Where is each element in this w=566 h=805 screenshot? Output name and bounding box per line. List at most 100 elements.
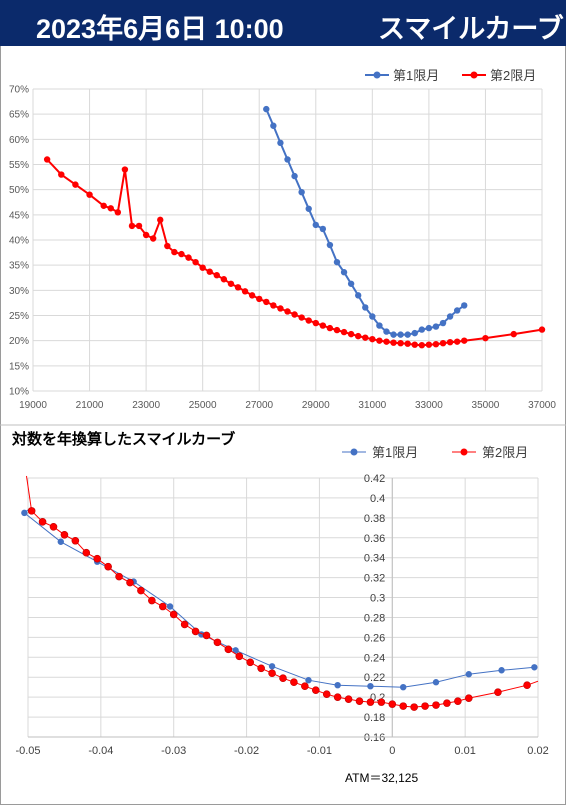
- series-2-point: [114, 209, 122, 216]
- series-1-point: [333, 258, 341, 266]
- series-2-point: [290, 678, 298, 687]
- series-2-point: [82, 548, 91, 557]
- series-1-point: [383, 328, 390, 335]
- legend-marker: [350, 448, 358, 456]
- y-tick-label: 65%: [9, 110, 29, 121]
- series-2-point: [126, 578, 134, 587]
- series-2-point: [256, 295, 263, 303]
- series-1-point: [305, 677, 312, 684]
- legend-label: 第1限月: [393, 68, 439, 83]
- x-tick-label: -0.02: [234, 745, 259, 757]
- series-2-point: [58, 171, 65, 178]
- series-2-point: [148, 596, 156, 605]
- series-2-point: [284, 308, 291, 315]
- y-tick-label: 55%: [9, 160, 29, 171]
- series-2-point: [319, 322, 327, 329]
- series-1-point: [425, 324, 433, 332]
- series-2-point: [399, 702, 408, 710]
- series-2-point: [202, 631, 211, 640]
- series-1-point: [232, 647, 239, 654]
- series-2-point: [322, 690, 331, 698]
- legend-label: 第2限月: [490, 68, 536, 83]
- series-2-point: [411, 341, 418, 348]
- series-2-point: [453, 338, 461, 345]
- series-1-point: [21, 509, 28, 517]
- series-1-point: [446, 313, 454, 320]
- series-2-point: [135, 222, 143, 230]
- series-1-point: [397, 331, 404, 338]
- series-2-point: [464, 694, 473, 702]
- atm-annotation: ATM＝32,125: [345, 771, 418, 785]
- series-2-point: [333, 693, 342, 701]
- series-2-point: [60, 530, 69, 539]
- y-tick-label: 0.42: [364, 473, 385, 485]
- series-2-point: [446, 338, 454, 346]
- series-1-point: [418, 326, 426, 333]
- series-2-point: [185, 254, 192, 261]
- series-2-point: [192, 258, 199, 266]
- x-tick-label: 31000: [358, 400, 386, 411]
- series-2-point: [425, 341, 433, 348]
- series-2-point: [213, 272, 221, 279]
- series-line-1: [265, 108, 465, 336]
- series-1-point: [439, 319, 447, 327]
- y-tick-label: 20%: [9, 336, 29, 347]
- smile-curve-chart: 10% 15% 20% 25% 30% 35% 40% 45% 50% 55% 60% 65% 70% 1…: [9, 68, 556, 411]
- legend-label: 第1限月: [372, 445, 418, 460]
- series-2-point: [191, 627, 200, 636]
- series-1-point: [263, 105, 270, 113]
- series-2-point: [43, 156, 51, 163]
- series-2-point: [115, 572, 123, 581]
- y-tick-label: 0.28: [364, 612, 385, 624]
- chart-title: 対数を年換算したスマイルカーブ: [11, 430, 235, 448]
- legend-marker: [460, 448, 468, 456]
- series-2-point: [377, 698, 386, 706]
- series-2-point: [137, 586, 145, 595]
- series-2-point: [461, 337, 468, 344]
- series-2-point: [164, 242, 171, 250]
- series-1-point: [312, 221, 319, 229]
- series-1-point: [166, 603, 174, 610]
- series-2-point: [169, 610, 178, 619]
- series-2-point: [71, 536, 80, 545]
- series-2-point: [121, 166, 129, 173]
- series-2-point: [291, 311, 298, 318]
- x-tick-label: 27000: [245, 400, 273, 411]
- series-2-point: [277, 305, 284, 312]
- series-2-point: [340, 328, 348, 336]
- series-2-point: [439, 339, 447, 347]
- series-2-point: [366, 698, 375, 706]
- series-2-point: [142, 231, 150, 239]
- y-tick-label: 0.3: [370, 593, 385, 605]
- series-2-point: [432, 701, 440, 709]
- series-2-point: [312, 319, 319, 327]
- series-1-point: [334, 682, 341, 689]
- series-2-point: [157, 216, 164, 224]
- y-tick-label: 0.18: [364, 712, 385, 724]
- series-2-point: [72, 181, 79, 188]
- series-2-point: [93, 554, 102, 563]
- x-tick-label: 0.02: [527, 745, 548, 757]
- series-2-point: [376, 337, 383, 344]
- series-2-point: [100, 202, 107, 209]
- y-tick-label: 15%: [9, 361, 29, 372]
- series-2-point: [180, 620, 189, 629]
- series-1-point: [319, 225, 327, 233]
- x-tick-label: 0: [389, 745, 395, 757]
- x-tick-label: 33000: [415, 400, 443, 411]
- series-2-point: [27, 507, 36, 515]
- series-1-point: [404, 331, 411, 338]
- y-tick-label: 10%: [9, 387, 29, 398]
- y-tick-label: 0.32: [364, 573, 385, 585]
- series-2-point: [104, 562, 112, 571]
- series-1-point: [531, 664, 538, 671]
- series-2-point: [86, 191, 93, 198]
- series-2-point: [432, 340, 440, 348]
- y-tick-label: 25%: [9, 311, 29, 322]
- y-tick-label: 0.38: [364, 513, 385, 525]
- series-1-point: [432, 323, 440, 330]
- y-tick-label: 40%: [9, 236, 29, 247]
- series-2-point: [443, 699, 451, 707]
- x-tick-label: 19000: [19, 400, 47, 411]
- series-2-point: [298, 314, 305, 321]
